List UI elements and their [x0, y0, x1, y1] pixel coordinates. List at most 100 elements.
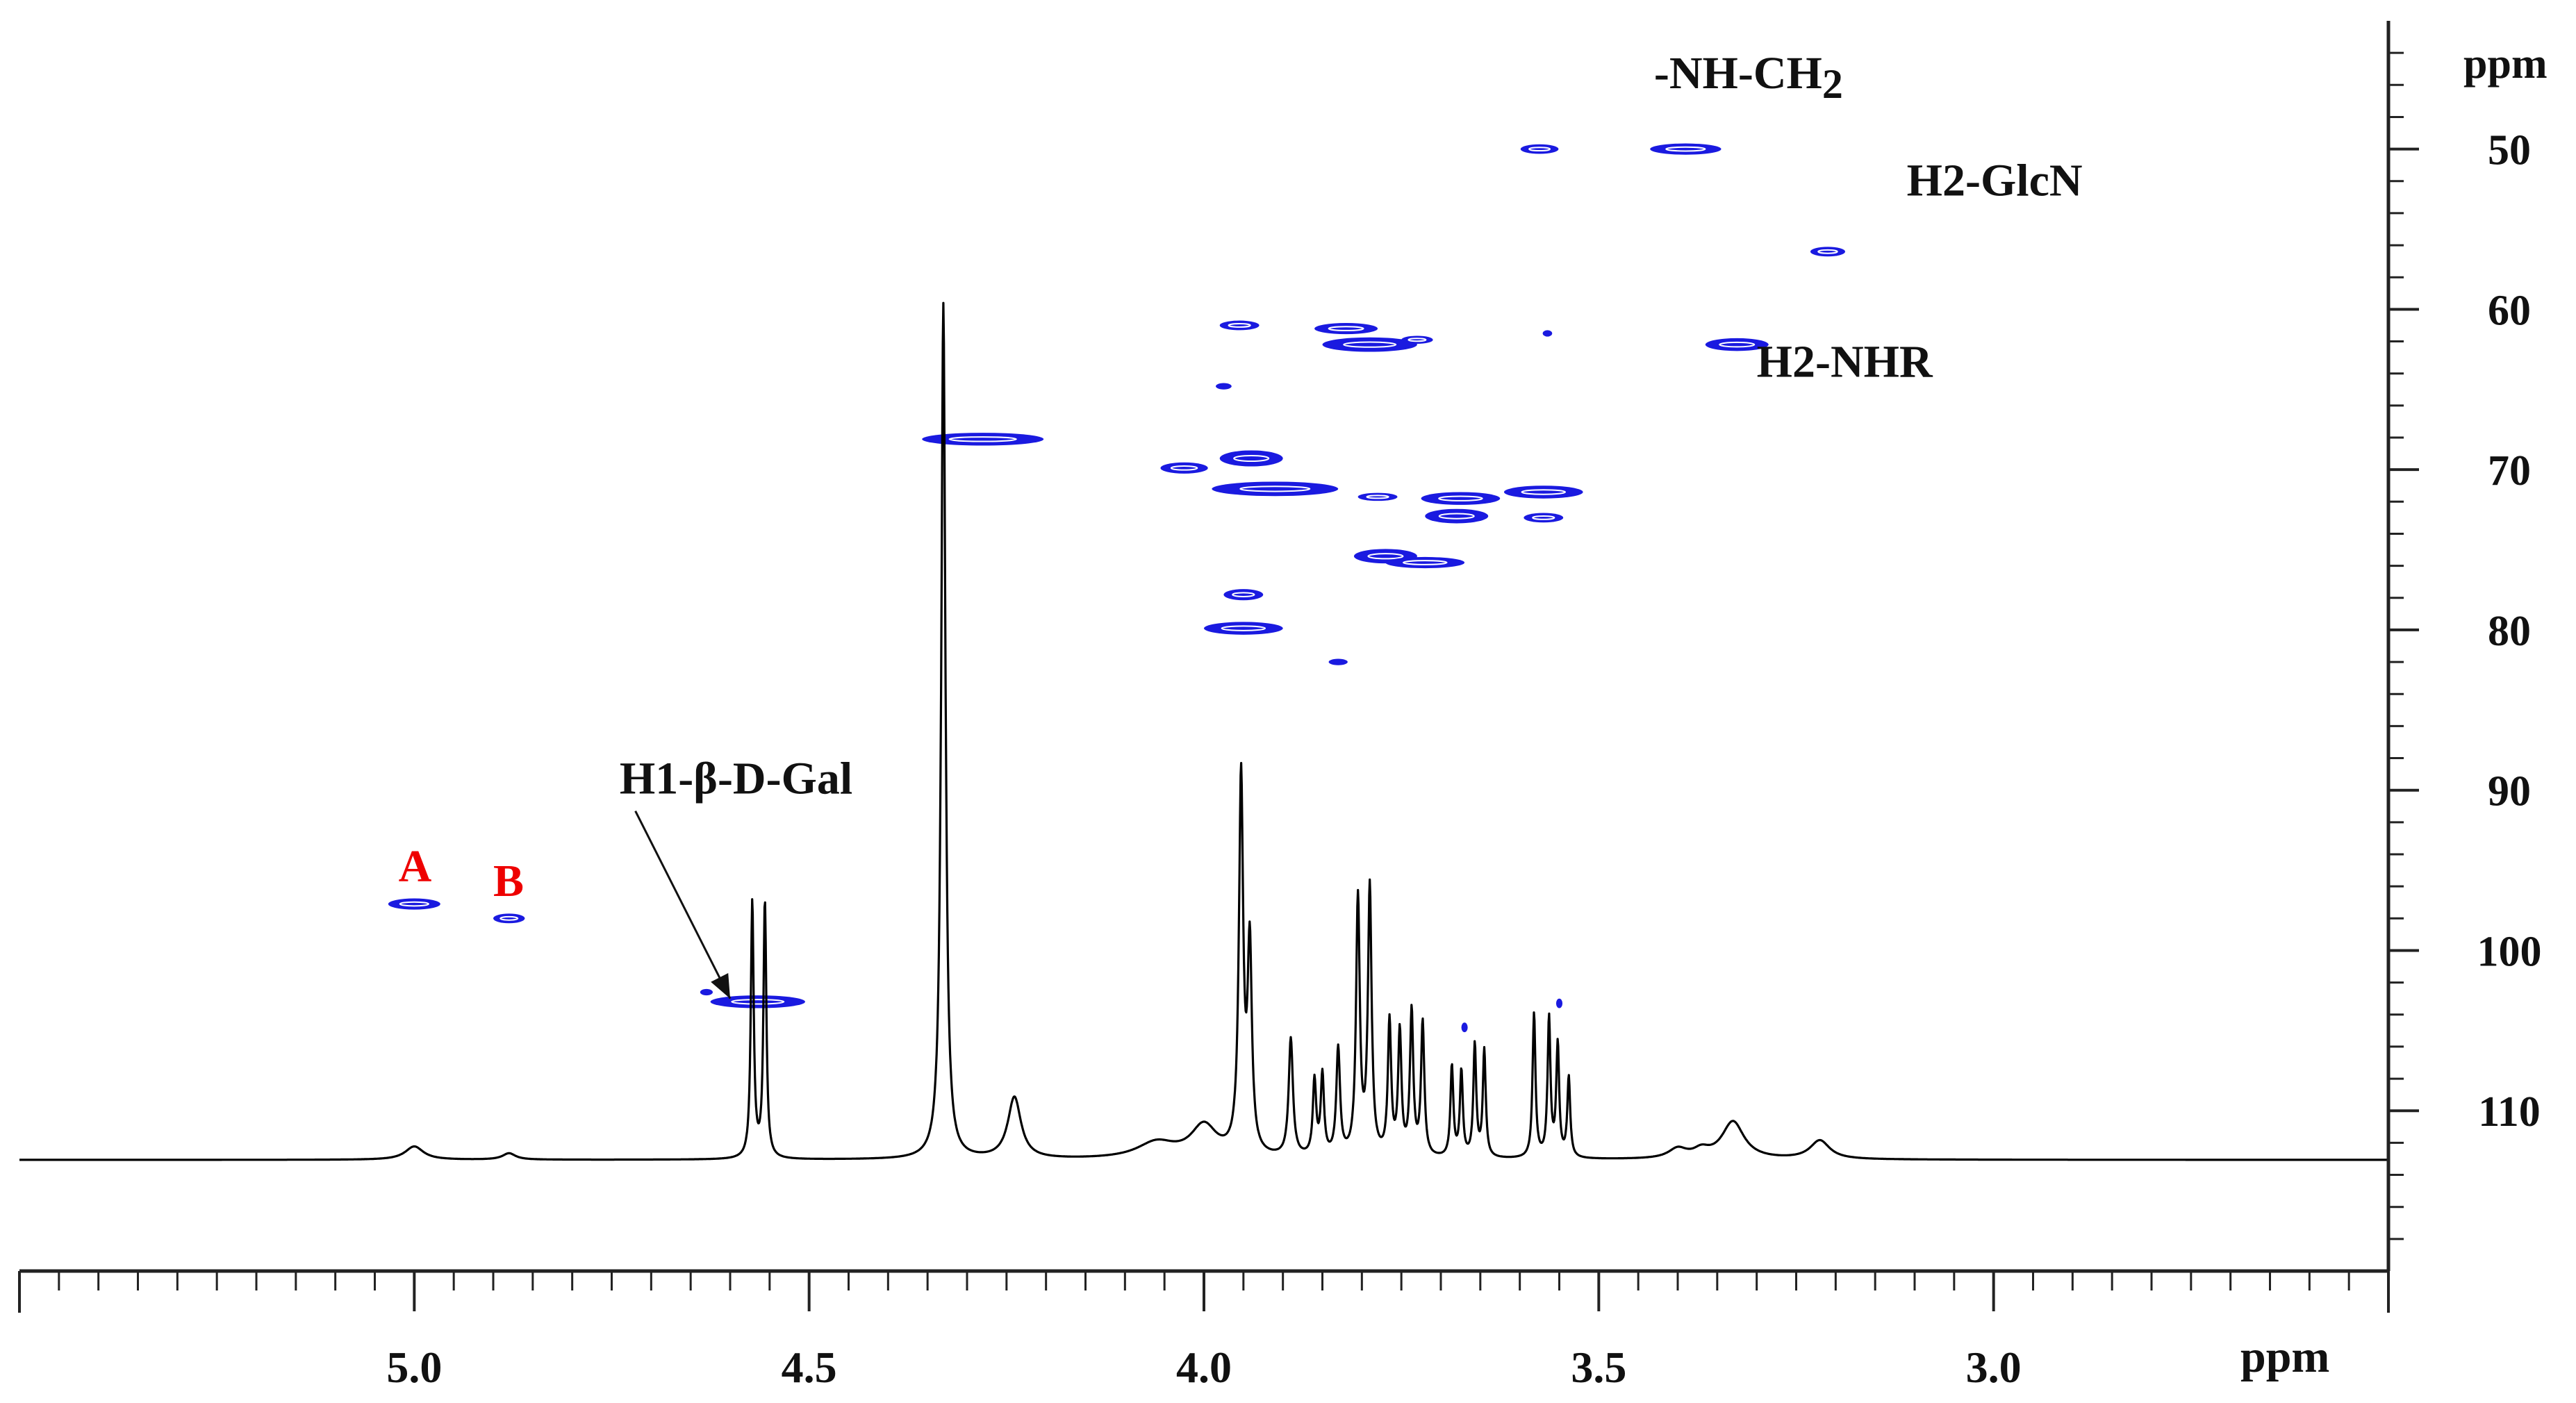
cross-peak-contour: [1461, 1022, 1468, 1033]
cross-peak-contour: [1216, 383, 1232, 390]
cross-peak-contour: [1425, 508, 1489, 524]
cross-peak: [1212, 481, 1339, 497]
peak-annotation: H1-β-D-Gal: [620, 753, 852, 804]
x-tick-label: 4.0: [1176, 1343, 1232, 1392]
cross-peak: [1421, 492, 1501, 505]
cross-peak: [1219, 450, 1283, 467]
cross-peak-contour: [1357, 492, 1398, 501]
cross-peak: [1216, 383, 1232, 390]
cross-peak-contour: [388, 898, 440, 910]
y-tick-label: 80: [2488, 608, 2531, 655]
cross-peak: [1385, 556, 1465, 569]
cross-peak-contour: [1705, 338, 1769, 351]
y-axis-label: ppm: [2463, 40, 2548, 88]
x-axis-label: ppm: [2240, 1331, 2329, 1382]
cross-peak-contour: [1650, 143, 1722, 155]
cross-peak-contour-inner: [1343, 341, 1397, 348]
cross-peak-contour-inner: [1221, 625, 1266, 631]
cross-peak-contour: [1322, 337, 1417, 352]
cross-peak: [1461, 1022, 1468, 1033]
cross-peak: [1425, 508, 1489, 524]
y-tick-label: 50: [2488, 127, 2531, 174]
cross-peak-contour-inner: [1170, 465, 1198, 471]
spectrum-1d-layer: [19, 301, 2389, 1161]
cross-peak-contour-inner: [731, 999, 785, 1005]
cross-peak-contour: [1555, 998, 1563, 1008]
cross-peak: [1520, 144, 1559, 154]
cross-peak-contour: [1503, 485, 1583, 499]
cross-peak-contour-inner: [1528, 147, 1551, 152]
x-tick-label: 4.5: [782, 1343, 837, 1392]
cross-peak-contour-inner: [399, 901, 429, 907]
ticks-layer: [18, 51, 2419, 1311]
cross-peak-contour: [1223, 589, 1264, 601]
cross-peak: [1322, 337, 1417, 352]
cross-peak: [1524, 513, 1564, 523]
x-tick-label: 3.5: [1571, 1343, 1626, 1392]
y-tick-label: 60: [2488, 287, 2531, 334]
cross-peak: [388, 898, 440, 910]
cross-peak-contour-inner: [948, 436, 1017, 442]
cross-peak-contour: [1328, 658, 1348, 665]
cross-peak-contour-inner: [1817, 249, 1838, 254]
cross-peak-contour: [1542, 330, 1553, 337]
cross-peak-contour-inner: [1719, 341, 1756, 348]
cross-peak: [700, 988, 713, 996]
cross-peak-contour-inner: [1328, 326, 1364, 331]
cross-peak-contour-inner: [1521, 489, 1567, 495]
peak-annotation: H2-NHR: [1757, 336, 1933, 387]
annotations-layer: -NH-CH2 H2-GlcN H2-NHR H1-β-D-Gal A B: [399, 48, 2083, 906]
cross-peak-contour: [1314, 323, 1378, 335]
peak-annotation: B: [493, 856, 524, 906]
cross-peak: [493, 913, 525, 924]
cross-peak: [1705, 338, 1769, 351]
cross-peak-contour-inner: [1367, 553, 1404, 560]
cross-peak-contour: [1524, 513, 1564, 523]
cross-peak-contour: [1421, 492, 1501, 505]
cross-peak-contour: [1212, 481, 1339, 497]
spectrum-trace: [19, 301, 2389, 1161]
cross-peak-contour: [1160, 462, 1208, 474]
x-tick-label: 3.0: [1966, 1343, 2022, 1392]
cross-peak-contour: [1385, 556, 1465, 569]
cross-peak-contour: [700, 988, 713, 996]
cross-peak: [1160, 462, 1208, 474]
cross-peak: [1401, 335, 1433, 344]
cross-peak: [1223, 589, 1264, 601]
cross-peak-contour: [493, 913, 525, 924]
cross-peak: [1650, 143, 1722, 155]
cross-peak-contour: [1219, 450, 1283, 467]
y-tick-label: 110: [2478, 1088, 2541, 1136]
cross-peak-contour: [1810, 247, 1845, 257]
cross-peak: [1357, 492, 1398, 501]
cross-peak-contour: [1401, 335, 1433, 344]
cross-peak-contour-inner: [1232, 592, 1255, 597]
cross-peak-contour-inner: [499, 915, 519, 921]
cross-peak: [1503, 485, 1583, 499]
cross-peak: [1555, 998, 1563, 1008]
peak-annotation: A: [399, 841, 432, 892]
cross-peak-contour-inner: [1233, 454, 1270, 463]
cross-peak-contour-inner: [1239, 485, 1311, 492]
cross-peak: [922, 433, 1044, 446]
y-tick-label: 100: [2477, 928, 2542, 975]
arrow-head: [711, 973, 730, 999]
cross-peak-contour: [1520, 144, 1559, 154]
peak-annotation: -NH-CH2: [1654, 48, 1843, 107]
cross-peak-contour-inner: [1532, 515, 1555, 520]
arrow-shaft: [634, 811, 732, 999]
cross-peak: [1542, 330, 1553, 337]
cross-peak: [1810, 247, 1845, 257]
tick-labels-layer: 5.0 4.5 4.0 3.5 3.0 50 60 70 80 90 100 110: [386, 127, 2541, 1392]
cross-peak-contour-inner: [1438, 513, 1475, 520]
cross-peak-contour: [1219, 320, 1260, 331]
peak-annotation: H2-GlcN: [1907, 156, 2083, 206]
arrows-layer: [634, 811, 732, 999]
cross-peak-contour-inner: [1403, 560, 1448, 565]
cross-peak-contour-inner: [1366, 495, 1389, 499]
y-tick-label: 70: [2488, 447, 2531, 495]
y-tick-label: 90: [2488, 768, 2531, 815]
